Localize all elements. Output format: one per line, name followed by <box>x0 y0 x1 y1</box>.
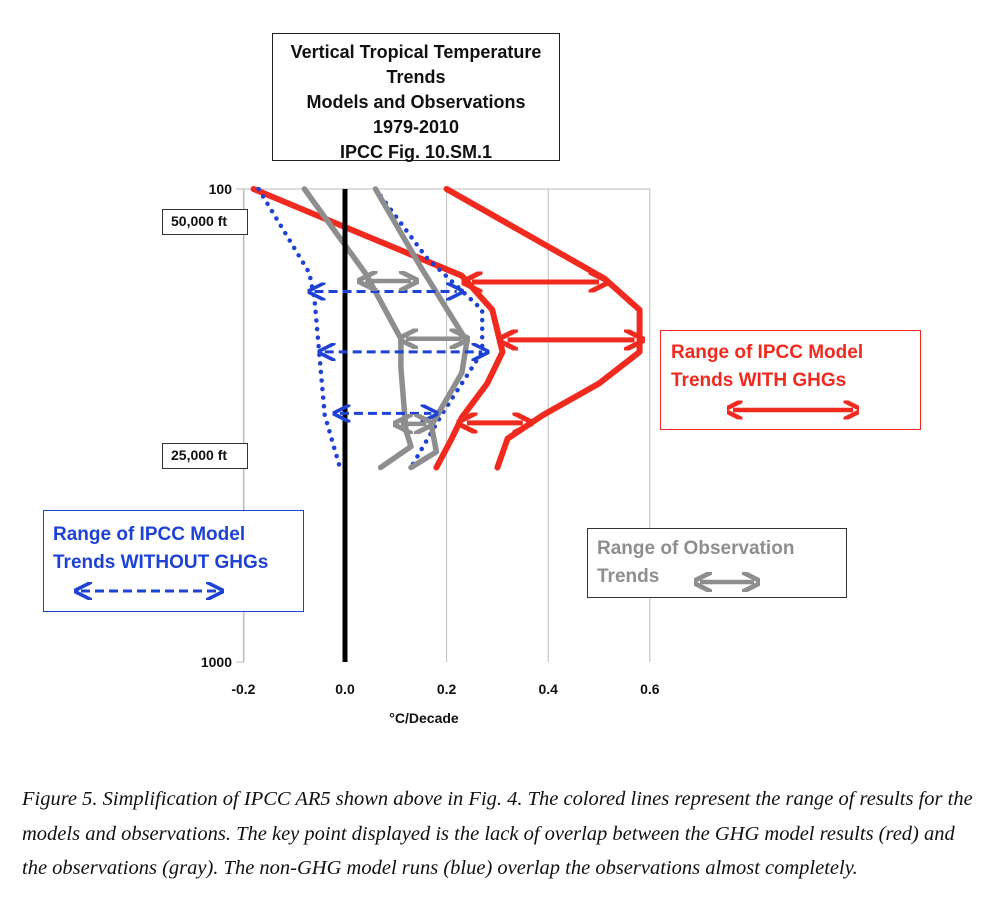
axis-labels: -0.2 0.0 0.2 0.4 0.6 100 1000 °C/Decade <box>201 181 660 726</box>
x-axis-title: °C/Decade <box>389 710 459 726</box>
legend-arrow-red-icon <box>727 397 859 423</box>
y-tick-label: 1000 <box>201 654 232 670</box>
series-line-observations <box>372 186 470 471</box>
altitude-label-25000ft: 25,000 ft <box>162 443 248 469</box>
x-tick-label: 0.0 <box>335 681 355 697</box>
legend-text: Trends <box>597 566 660 587</box>
series-line-models-without-ghg <box>373 186 485 470</box>
legend-text: Range of Observation <box>597 538 795 559</box>
legend-observations: Range of Observation Trends <box>587 528 847 598</box>
legend-arrow-gray-icon <box>694 570 760 594</box>
chart-title-line: IPCC Fig. 10.SM.1 <box>339 142 493 162</box>
legend-arrow-blue-icon <box>74 579 224 603</box>
series-line-models-with-ghg <box>443 186 643 471</box>
x-tick-label: 0.6 <box>640 681 660 697</box>
altitude-label-50000ft: 50,000 ft <box>162 209 248 235</box>
legend-models-with-ghg: Range of IPCC Model Trends WITH GHGs <box>660 330 921 430</box>
chart-title-line: 1979-2010 <box>372 117 460 137</box>
series-lines <box>250 186 643 662</box>
x-tick-label: -0.2 <box>231 681 255 697</box>
temperature-trend-chart: -0.2 0.0 0.2 0.4 0.6 100 1000 °C/Decade <box>201 181 660 726</box>
figure-caption: Figure 5. Simplification of IPCC AR5 sho… <box>22 788 973 879</box>
range-arrows <box>315 281 635 424</box>
series-line-models-with-ghg <box>250 186 506 471</box>
chart-title-line: Models and Observations <box>306 92 526 112</box>
legend-text: Trends WITHOUT GHGs <box>53 552 269 573</box>
series-line-models-without-ghg <box>256 186 343 470</box>
legend-text: Range of IPCC Model <box>671 342 864 363</box>
chart-title-line: Trends <box>386 67 446 87</box>
x-tick-label: 0.2 <box>437 681 457 697</box>
legend-models-without-ghg: Range of IPCC Model Trends WITHOUT GHGs <box>43 510 304 612</box>
y-tick-label: 100 <box>209 181 233 197</box>
legend-text: Range of IPCC Model <box>53 524 246 545</box>
chart-title-line: Vertical Tropical Temperature <box>290 42 542 62</box>
x-tick-label: 0.4 <box>538 681 558 697</box>
chart-title: Vertical Tropical Temperature Trends Mod… <box>272 33 560 162</box>
legend-text: Trends WITH GHGs <box>671 370 847 391</box>
